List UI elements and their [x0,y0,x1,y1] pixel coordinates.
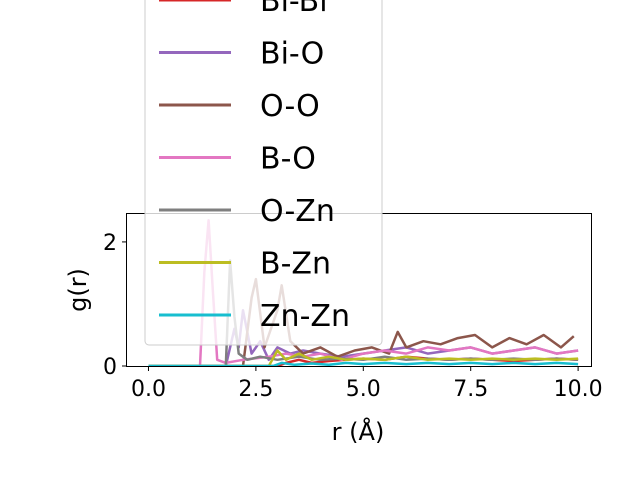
legend-label-bi-o: Bi-O [260,37,324,72]
legend: Bi-Bi Bi-O O-O B-O O-Zn B-Zn Zn-Zn [144,0,383,346]
legend-label-o-zn: O-Zn [260,194,335,229]
x-tick-label: 10.0 [554,377,603,402]
ticks-layer: 0.0 2.5 5.0 7.5 10.0 0 2 [103,231,603,402]
series-line-b-zn [148,349,579,366]
legend-label-o-o: O-O [260,89,320,124]
legend-label-b-zn: B-Zn [260,247,331,282]
x-tick-label: 2.5 [238,377,273,402]
y-tick-label: 2 [103,231,117,256]
y-tick-label: 0 [103,355,117,380]
legend-label-b-o: B-O [260,142,316,177]
x-axis-label: r (Å) [332,417,385,446]
legend-box [144,0,383,346]
legend-label-bi-bi: Bi-Bi [260,0,328,19]
series-line-zn-zn [148,361,579,366]
x-tick-label: 5.0 [346,377,381,402]
y-axis-label: g(r) [64,268,92,312]
legend-label-zn-zn: Zn-Zn [260,299,350,334]
x-tick-label: 7.5 [453,377,488,402]
x-tick-label: 0.0 [131,377,166,402]
